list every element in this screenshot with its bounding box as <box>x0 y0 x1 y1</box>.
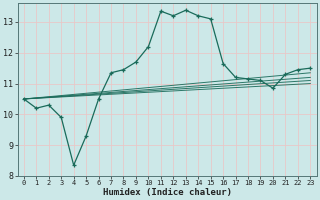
X-axis label: Humidex (Indice chaleur): Humidex (Indice chaleur) <box>103 188 232 197</box>
